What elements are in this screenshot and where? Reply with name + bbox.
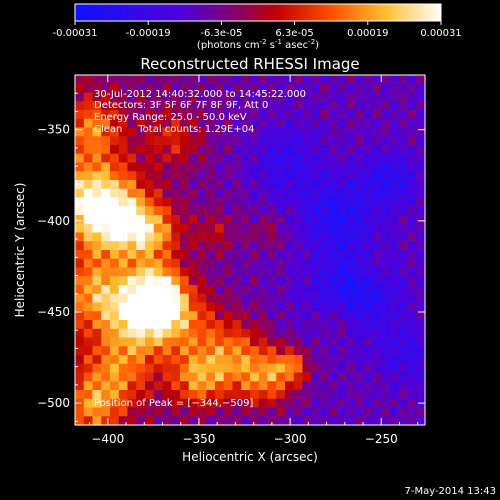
- colorbar-label-part: (photons cm: [197, 40, 260, 51]
- footer-timestamp: 7-May-2014 13:43: [404, 486, 496, 497]
- x-axis-label: Heliocentric X (arcsec): [182, 450, 318, 464]
- y-tick-label: −350: [37, 123, 70, 137]
- colorbar-label-part: asec: [282, 40, 308, 51]
- y-tick-label: −400: [37, 214, 70, 228]
- y-axis-label: Heliocentric Y (arcsec): [13, 183, 27, 318]
- y-tick-label: −500: [37, 396, 70, 410]
- info-line: Clean Total counts: 1.29E+04: [94, 124, 254, 135]
- colorbar-tick-label: -6.3e-05: [200, 28, 242, 39]
- colorbar-label-exp: -1: [275, 38, 282, 46]
- x-tick-label: −350: [182, 432, 215, 446]
- x-tick-label: −250: [365, 432, 398, 446]
- colorbar-tick-label: -0.00031: [53, 28, 98, 39]
- colorbar-tick-label: 0.00031: [420, 28, 461, 39]
- x-tick-label: −400: [91, 432, 124, 446]
- peak-label: Position of Peak = [−344,−509]: [94, 398, 253, 409]
- colorbar: [74, 3, 442, 22]
- info-line: Energy Range: 25.0 - 50.0 keV: [94, 112, 247, 123]
- heatmap-cells: [75, 75, 426, 426]
- info-block: 30-Jul-2012 14:40:32.000 to 14:45:22.000…: [94, 89, 306, 135]
- colorbar-label-exp: -2: [308, 38, 315, 46]
- axis-ticks: −400 −350 −300 −250 −350 −400 −450 −500: [37, 75, 425, 446]
- y-tick-label: −450: [37, 305, 70, 319]
- colorbar-label-part: ): [315, 40, 319, 51]
- colorbar-tick-label: 0.00019: [347, 28, 388, 39]
- x-tick-label: −300: [274, 432, 307, 446]
- colorbar-label-part: s: [267, 40, 275, 51]
- chart-title: Reconstructed RHESSI Image: [140, 55, 359, 73]
- colorbar-tick-label: -0.00019: [126, 28, 171, 39]
- colorbar-label: (photons cm-2 s-1 asec-2): [197, 38, 319, 51]
- info-line: 30-Jul-2012 14:40:32.000 to 14:45:22.000: [94, 89, 306, 100]
- colorbar-label-exp: -2: [260, 38, 267, 46]
- colorbar-tick-label: 6.3e-05: [275, 28, 313, 39]
- colorbar-ticks: -0.00031 -0.00019 -6.3e-05 6.3e-05 0.00019 0.…: [53, 21, 462, 39]
- info-line: Detectors: 3F 5F 6F 7F 8F 9F, Att 0: [94, 100, 268, 111]
- plot-frame: [74, 74, 426, 426]
